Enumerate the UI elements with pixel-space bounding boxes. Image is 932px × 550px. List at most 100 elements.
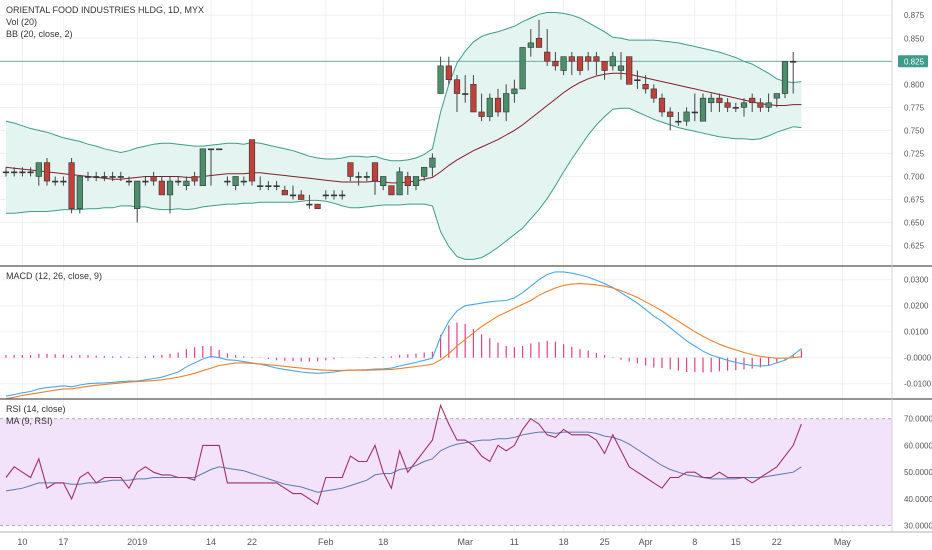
candle-body — [765, 102, 772, 108]
candle-body — [519, 47, 526, 90]
price-tick-3: 0.800 — [904, 80, 925, 89]
rsi-tick-1: 60.0000 — [904, 441, 932, 450]
rsi-tick-3: 40.0000 — [904, 495, 932, 504]
candle-body — [535, 37, 543, 48]
candle-body — [339, 194, 346, 197]
candle-body — [11, 171, 18, 174]
candle-body — [683, 111, 690, 122]
candle-body — [667, 111, 674, 117]
volume-legend: Vol (20) — [6, 17, 37, 27]
macd-tick-4: -0.0100 — [904, 380, 932, 389]
candle-body — [773, 93, 780, 99]
candle-body — [453, 79, 461, 94]
time-tick-15: May — [834, 537, 852, 547]
price-tick-9: 0.650 — [904, 219, 925, 228]
candle-body — [380, 176, 387, 186]
candle-body — [617, 65, 625, 71]
candle-body — [298, 194, 305, 200]
candle-body — [470, 84, 477, 113]
candle-body — [355, 176, 362, 178]
candle-body — [781, 60, 789, 94]
candle-body — [396, 171, 403, 196]
candle-body — [35, 162, 42, 177]
candle-body — [790, 60, 797, 63]
candle-body — [412, 176, 420, 186]
candle-body — [257, 185, 264, 187]
rsi-ma-legend: MA (9, RSI) — [6, 416, 53, 426]
candle-body — [265, 185, 272, 187]
bollinger-basis-line — [5, 72, 802, 184]
macd-tick-3: -0.0000 — [904, 354, 932, 363]
time-tick-7: Mar — [457, 537, 473, 547]
price-tick-4: 0.775 — [904, 103, 925, 112]
candle-body — [175, 180, 182, 183]
macd-tick-0: 0.0300 — [904, 276, 929, 285]
candle-body — [207, 148, 215, 151]
time-tick-5: Feb — [318, 537, 334, 547]
candle-body — [52, 180, 59, 183]
candle-body — [716, 97, 723, 104]
candle-body — [527, 42, 534, 48]
candle-body — [240, 180, 247, 183]
time-tick-8: 11 — [510, 537, 519, 547]
time-tick-9: 18 — [559, 537, 569, 547]
candle-body — [585, 56, 592, 62]
time-tick-4: 22 — [247, 537, 257, 547]
chart-title: ORIENTAL FOOD INDUSTRIES HLDG, 1D, MYX — [6, 5, 204, 15]
candle-body — [248, 139, 256, 182]
rsi-tick-2: 50.0000 — [904, 468, 932, 477]
candle-body — [421, 166, 428, 177]
time-tick-13: 15 — [731, 537, 741, 547]
candle-body — [216, 148, 223, 151]
candle-body — [699, 97, 707, 122]
candle-body — [224, 180, 231, 183]
candle-body — [462, 93, 469, 95]
price-tick-6: 0.725 — [904, 149, 925, 158]
candle-body — [708, 97, 715, 104]
candle-body — [101, 176, 108, 178]
signal-line — [5, 283, 802, 399]
candle-body — [749, 97, 756, 104]
macd-legend: MACD (12, 26, close, 9) — [6, 271, 102, 281]
candle-body — [199, 148, 206, 186]
candle-body — [371, 162, 379, 182]
candle-body — [281, 189, 288, 196]
candle-body — [609, 56, 616, 67]
rsi-tick-0: 70.0000 — [904, 415, 932, 424]
price-tick-10: 0.625 — [904, 242, 925, 251]
candle-body — [93, 176, 100, 178]
price-tick-5: 0.750 — [904, 126, 925, 135]
candle-body — [404, 176, 411, 186]
candle-body — [691, 111, 698, 114]
bollinger-legend: BB (20, close, 2) — [6, 29, 73, 39]
price-tick-8: 0.675 — [904, 196, 925, 205]
candles — [2, 19, 797, 223]
candle-body — [544, 51, 551, 62]
candle-body — [306, 203, 313, 206]
time-tick-1: 17 — [58, 537, 68, 547]
time-tick-3: 14 — [206, 537, 216, 547]
price-axis-labels: 0.875 0.850 0.825 0.800 0.775 0.750 0.725 0.700… — [904, 11, 932, 530]
macd-tick-2: 0.0100 — [904, 328, 929, 337]
rsi-pane — [0, 403, 892, 527]
candle-body — [576, 56, 584, 71]
time-tick-6: 18 — [378, 537, 388, 547]
candle-body — [511, 88, 518, 94]
candle-body — [552, 60, 559, 67]
last-price-tag — [898, 55, 928, 68]
price-tick-7: 0.700 — [904, 172, 925, 181]
time-axis-labels: 10 17 2019 14 22 Feb 18 Mar 11 18 25 Apr 8 15 22 May — [17, 537, 851, 547]
candle-body — [732, 107, 739, 109]
candle-body — [68, 162, 75, 210]
candle-body — [658, 97, 666, 113]
time-tick-14: 22 — [772, 537, 782, 547]
bollinger-upper-line — [5, 12, 802, 162]
last-price-value: 0.825 — [904, 57, 925, 66]
candle-body — [494, 97, 502, 113]
candle-body — [125, 180, 133, 183]
rsi-legend: RSI (14, close) — [6, 404, 66, 414]
candle-body — [724, 102, 731, 108]
candle-body — [740, 102, 748, 108]
candle-body — [363, 176, 370, 178]
candle-body — [388, 185, 395, 196]
